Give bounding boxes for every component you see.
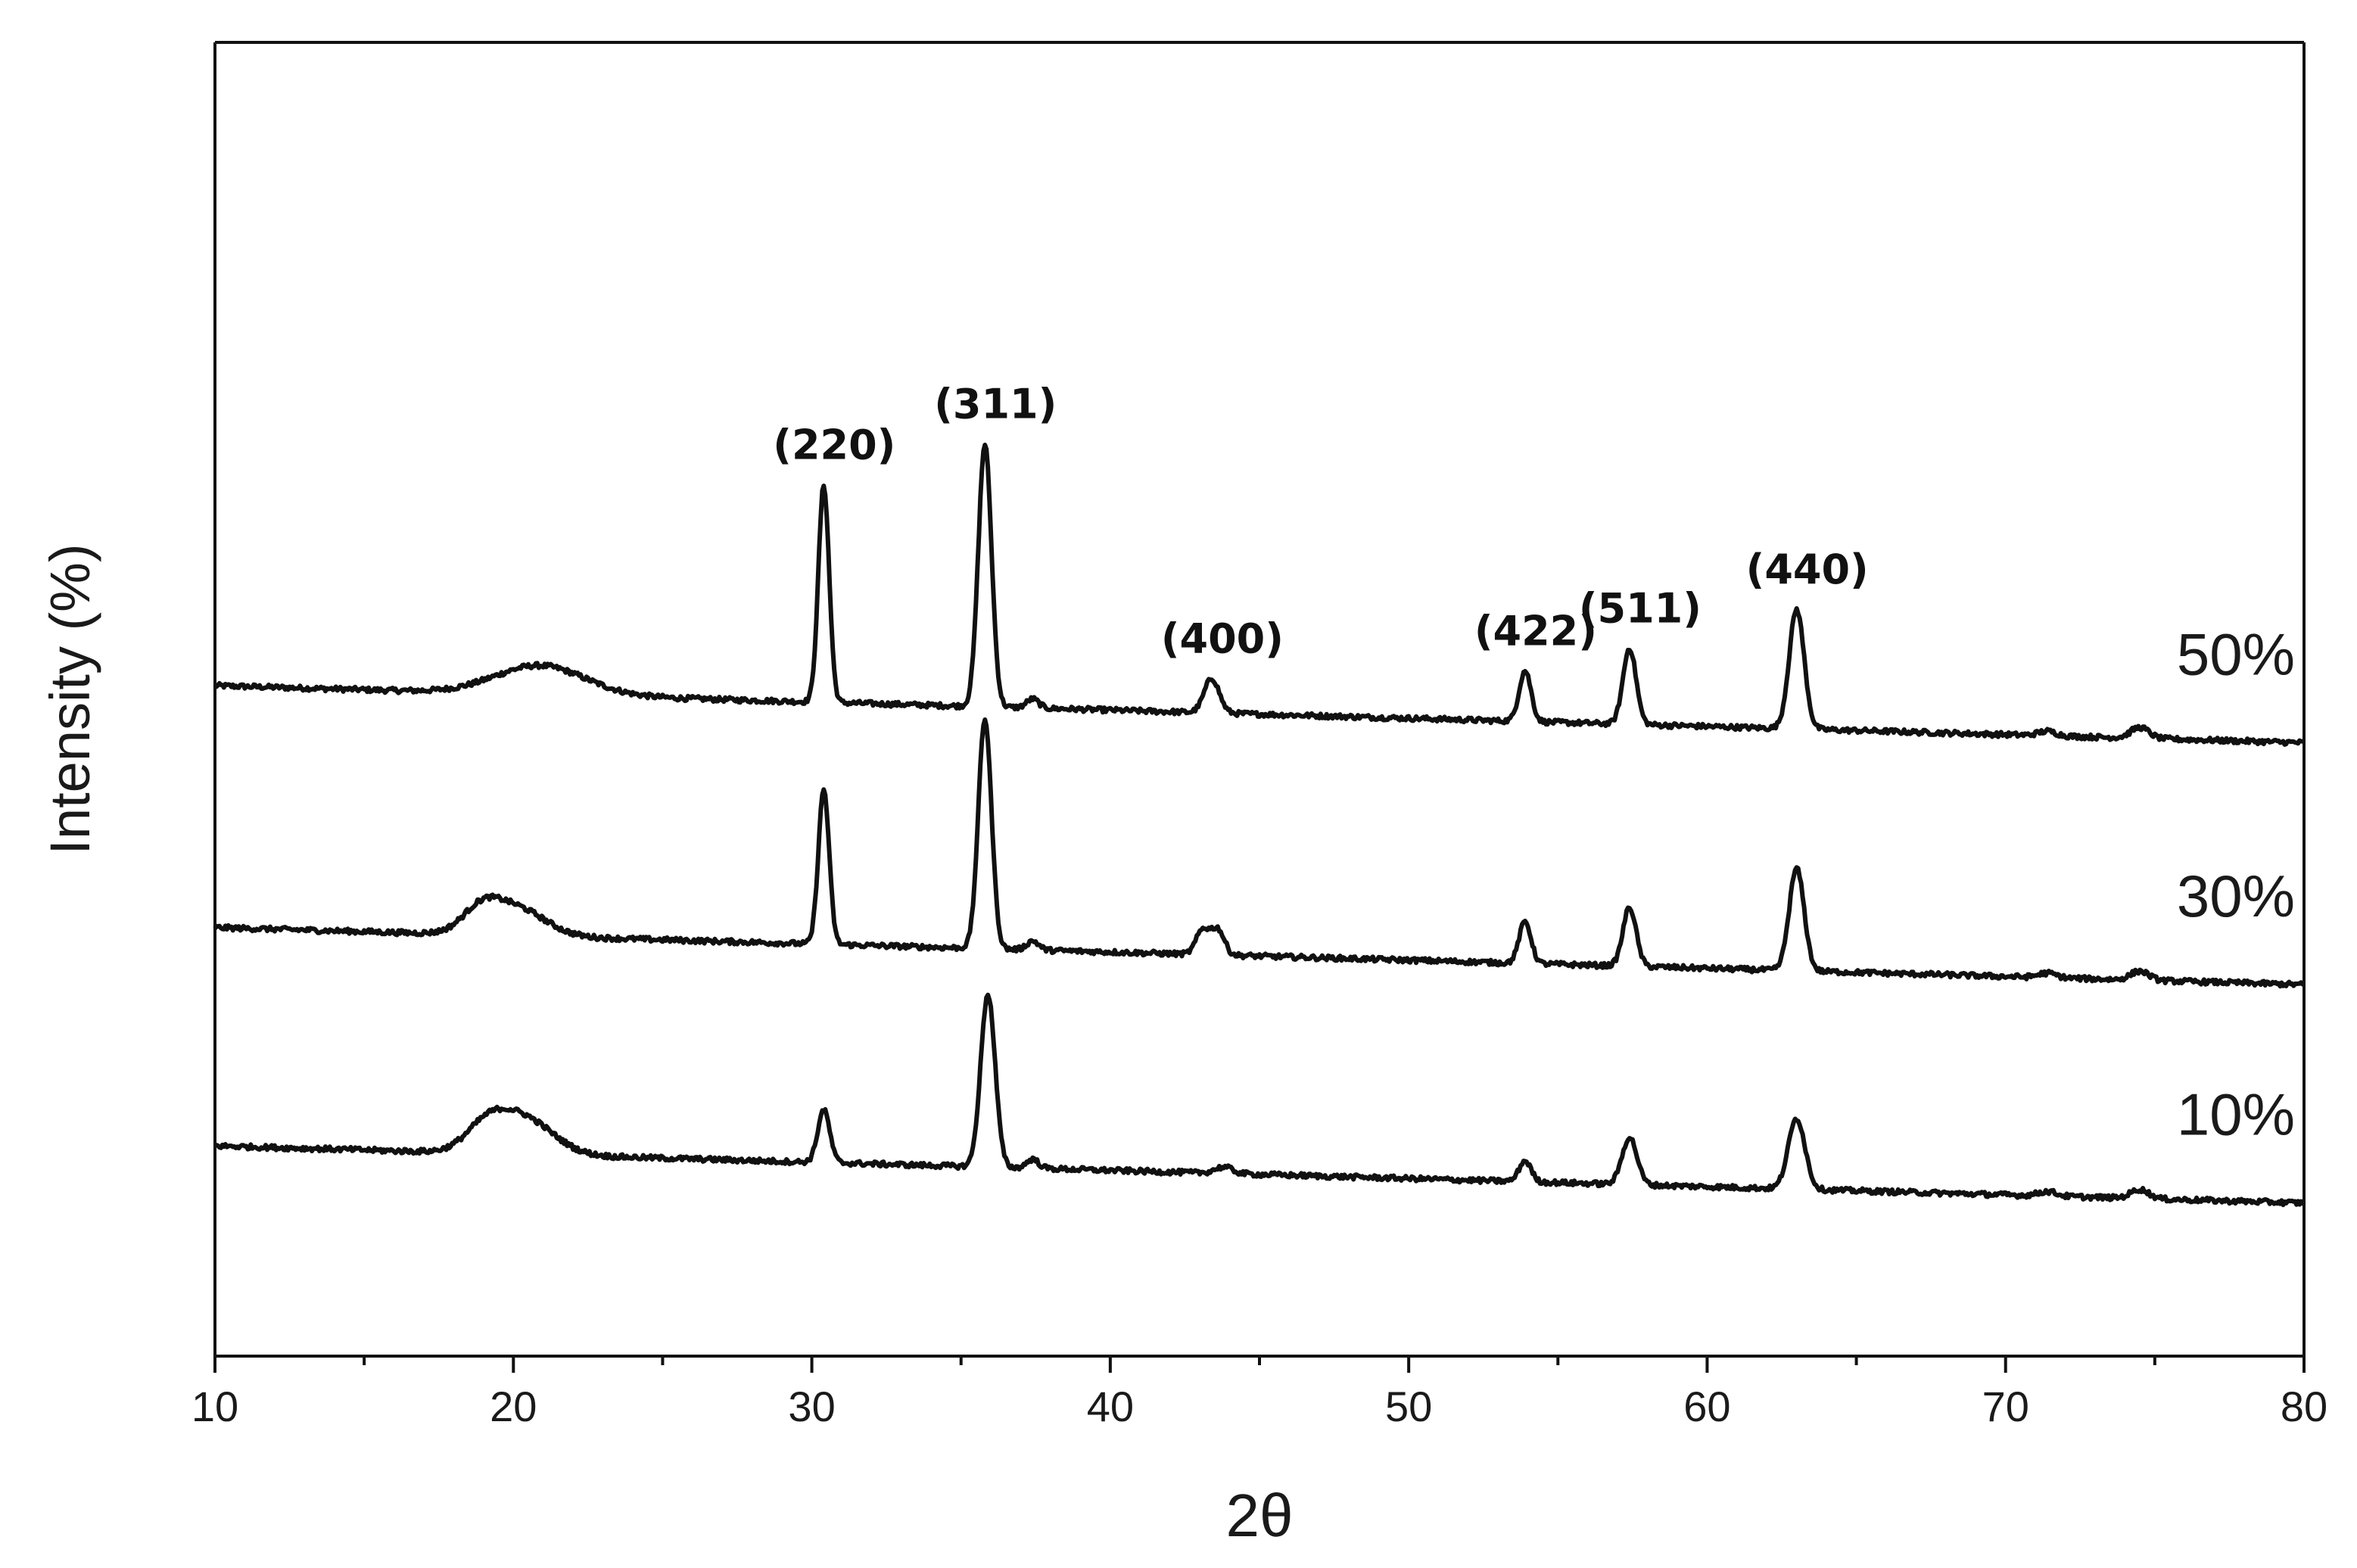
peak-annotation: (422)	[1474, 607, 1597, 655]
y-axis-label: Intensity (%)	[39, 543, 101, 854]
x-tick-label: 30	[788, 1383, 835, 1430]
x-tick-label: 60	[1683, 1383, 1730, 1430]
series-line-50pct	[213, 442, 2305, 747]
series-label: 50%	[2177, 621, 2295, 687]
peak-annotation: (511)	[1579, 585, 1702, 633]
series-line-10pct	[214, 992, 2306, 1208]
x-tick-label: 70	[1982, 1383, 2029, 1430]
series-line-30pct	[213, 717, 2305, 989]
x-axis-label: 2θ	[1226, 1482, 1294, 1549]
x-axis-ticks	[213, 1356, 2306, 1373]
x-tick-label: 40	[1087, 1383, 1134, 1430]
series-labels: 50% 30% 10%	[2177, 621, 2295, 1147]
peak-annotation: (311)	[934, 381, 1057, 428]
x-tick-label: 50	[1385, 1383, 1432, 1430]
x-tick-label: 80	[2281, 1383, 2327, 1430]
peak-annotation: (440)	[1746, 546, 1869, 593]
series-traces	[213, 442, 2306, 1208]
x-tick-label: 10	[191, 1383, 238, 1430]
series-label: 10%	[2177, 1081, 2295, 1148]
x-axis-tick-labels: 10 20 30 40 50 60 70 80	[191, 1383, 2327, 1430]
peak-annotation: (220)	[773, 422, 895, 469]
peak-annotation: (400)	[1161, 615, 1284, 663]
x-tick-label: 20	[490, 1383, 537, 1430]
series-label: 30%	[2177, 863, 2295, 929]
plot-frame	[213, 41, 2306, 1358]
peak-annotations: (220) (311) (400) (422)(511) (440)	[773, 381, 1868, 663]
